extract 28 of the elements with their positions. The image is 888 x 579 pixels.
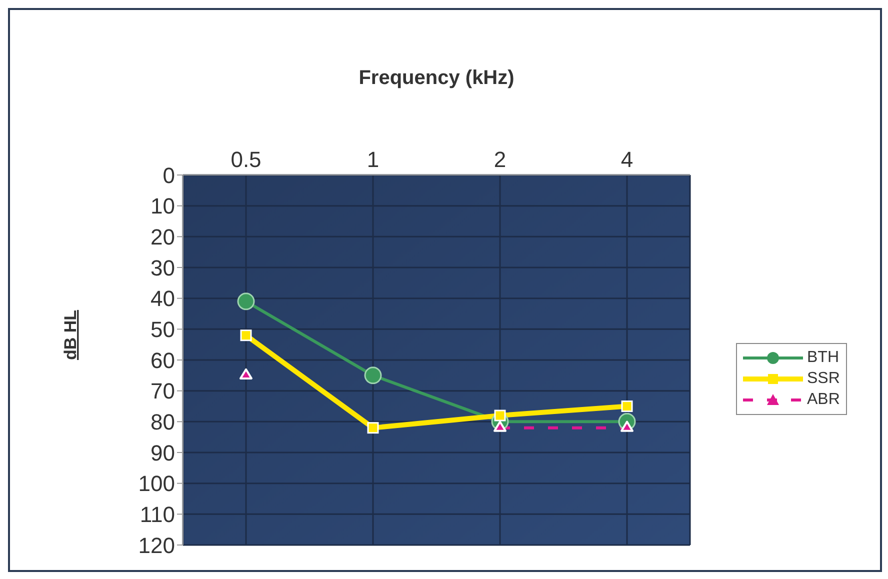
x-tick-label: 4 bbox=[620, 147, 634, 172]
legend-label: SSR bbox=[807, 370, 840, 388]
y-tick-label: 60 bbox=[150, 348, 175, 373]
y-tick-label: 70 bbox=[150, 378, 175, 404]
x-tick-label: 1 bbox=[366, 147, 380, 172]
y-tick-label: 10 bbox=[150, 194, 175, 219]
point bbox=[494, 410, 506, 422]
point bbox=[240, 330, 252, 342]
y-tick-label: 120 bbox=[138, 532, 175, 558]
x-axis-title: Frequency (kHz) bbox=[358, 67, 514, 90]
y-tick-label: 0 bbox=[162, 162, 175, 188]
point bbox=[367, 422, 379, 434]
y-tick-label: 100 bbox=[138, 471, 175, 496]
x-tick-label: 2 bbox=[494, 147, 506, 172]
y-tick-label: 40 bbox=[150, 286, 175, 312]
legend-label: ABR bbox=[807, 391, 840, 409]
point bbox=[364, 366, 382, 384]
y-tick-label: 20 bbox=[150, 224, 175, 250]
y-axis-title: dB HL bbox=[61, 310, 80, 360]
x-tick-label: 0.5 bbox=[230, 147, 262, 172]
point bbox=[237, 292, 255, 310]
y-tick-label: 90 bbox=[150, 440, 175, 466]
y-tick-label: 110 bbox=[140, 502, 175, 527]
y-tick-label: 80 bbox=[150, 409, 175, 434]
legend-label: BTH bbox=[807, 349, 839, 367]
y-tick-label: 50 bbox=[150, 316, 175, 342]
point bbox=[621, 400, 633, 412]
y-tick-label: 30 bbox=[150, 255, 175, 280]
